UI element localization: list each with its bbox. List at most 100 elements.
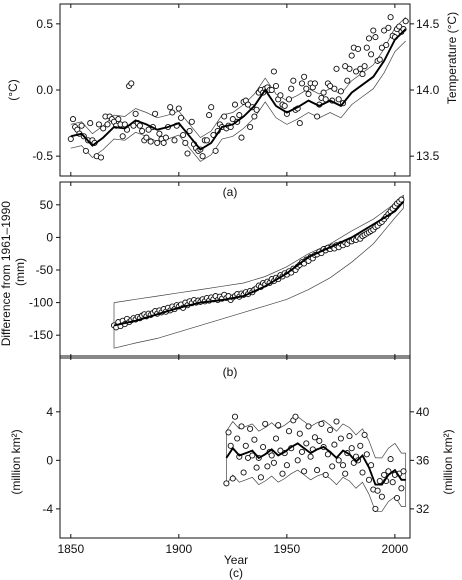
- data-point: [357, 65, 364, 72]
- panel-c-points: [223, 413, 407, 512]
- data-point: [272, 82, 280, 90]
- data-point: [285, 96, 293, 103]
- x-tick-label: 1900: [165, 542, 192, 556]
- y-right-tick-label: 40: [416, 405, 430, 419]
- data-point: [314, 113, 321, 120]
- data-point: [268, 86, 275, 94]
- y-right-tick-label: 14.0: [416, 83, 440, 97]
- panel-c-right-axis-ticks: 40 36 32: [410, 405, 430, 516]
- band-lower-line: [113, 207, 404, 349]
- y-right-tick-label: 36: [416, 453, 430, 467]
- data-point: [264, 463, 271, 470]
- data-point: [229, 116, 236, 123]
- band-lower-line: [70, 40, 406, 162]
- panel-c-uncertainty-band: [226, 416, 407, 512]
- data-point: [331, 441, 338, 448]
- data-point: [357, 442, 364, 449]
- data-point: [184, 150, 191, 157]
- panel-b-smoothed-curve: [113, 200, 405, 327]
- data-point: [97, 154, 105, 161]
- data-point: [238, 423, 245, 430]
- data-point: [221, 113, 228, 120]
- data-point: [231, 413, 239, 420]
- data-point: [318, 420, 325, 427]
- y-tick-label: 4: [46, 405, 53, 419]
- data-point: [251, 436, 258, 443]
- band-lower-line: [226, 469, 406, 512]
- x-tick-label: 1950: [274, 542, 301, 556]
- panel-c-label: (c): [229, 566, 243, 580]
- panel-c-ylabel-right: (million km²): [441, 429, 455, 494]
- data-point: [257, 474, 264, 481]
- y-tick-label: -4: [42, 502, 53, 516]
- y-tick-label: 0: [46, 230, 53, 244]
- data-point: [288, 85, 295, 92]
- data-point: [372, 505, 379, 512]
- data-point: [296, 430, 303, 437]
- y-tick-label: 0: [46, 453, 53, 467]
- data-point: [128, 80, 135, 87]
- data-point: [262, 420, 269, 427]
- data-point: [344, 77, 351, 84]
- data-point: [229, 475, 236, 482]
- panel-b-x-ticks: [70, 182, 396, 358]
- data-point: [272, 435, 280, 442]
- data-point: [247, 425, 254, 432]
- band-upper-line: [113, 194, 404, 303]
- data-point: [275, 422, 282, 429]
- data-point: [387, 14, 394, 21]
- panel-a-ylabel: (°C): [6, 79, 20, 100]
- data-point: [95, 121, 102, 128]
- data-point: [355, 45, 362, 53]
- data-point: [329, 463, 336, 470]
- y-tick-label: 0.5: [36, 17, 53, 31]
- data-point: [82, 147, 89, 154]
- data-point: [337, 435, 344, 442]
- data-point: [381, 471, 388, 478]
- data-point: [396, 23, 403, 30]
- data-point: [365, 35, 373, 42]
- data-point: [374, 487, 381, 494]
- y-right-tick-label: 32: [416, 502, 430, 516]
- data-point: [175, 105, 182, 112]
- data-point: [327, 426, 334, 434]
- data-point: [67, 135, 74, 143]
- data-point: [335, 457, 342, 464]
- data-point: [393, 494, 401, 502]
- panel-c-ylabel: (million km²): [9, 429, 23, 494]
- data-point: [342, 63, 349, 70]
- data-point: [249, 452, 256, 459]
- band-upper-line: [70, 16, 406, 139]
- data-point: [387, 456, 394, 463]
- x-tick-labels: 1850 1900 1950 2000: [57, 542, 408, 556]
- data-point: [180, 131, 187, 139]
- data-point: [320, 89, 327, 96]
- data-point: [305, 90, 312, 98]
- panel-a-uncertainty-band: [70, 16, 406, 162]
- panel-a-left-axis-ticks: 0.5 0.0 -0.5: [32, 17, 60, 163]
- data-point: [206, 112, 213, 119]
- data-point: [301, 73, 308, 80]
- data-point: [147, 138, 154, 145]
- y-tick-label: 0.0: [36, 83, 53, 97]
- data-point: [346, 433, 353, 440]
- data-point: [242, 442, 249, 449]
- band-upper-line: [226, 416, 406, 459]
- data-point: [316, 437, 323, 444]
- data-point: [188, 118, 195, 125]
- data-point: [167, 104, 174, 111]
- data-point: [240, 469, 247, 476]
- data-point: [208, 104, 215, 111]
- data-point: [132, 110, 139, 117]
- data-point: [322, 471, 329, 478]
- data-point: [365, 476, 373, 483]
- data-point: [283, 462, 290, 469]
- data-point: [342, 470, 349, 477]
- data-point: [169, 109, 176, 116]
- data-point: [251, 113, 258, 120]
- data-point: [372, 34, 379, 41]
- data-point: [400, 468, 407, 475]
- data-point: [324, 451, 331, 458]
- data-point: [247, 123, 254, 131]
